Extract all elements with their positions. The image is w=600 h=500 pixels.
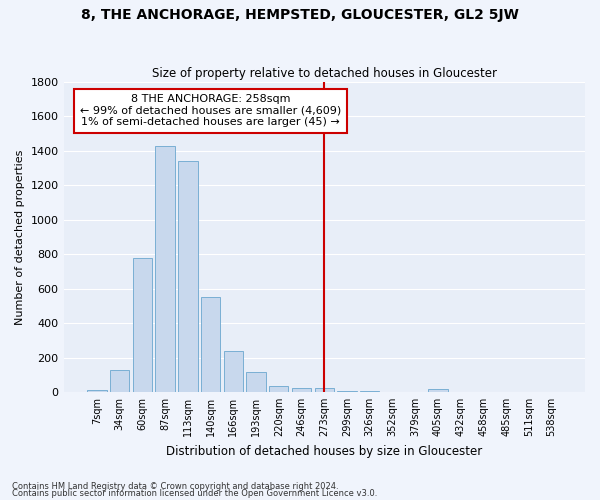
- X-axis label: Distribution of detached houses by size in Gloucester: Distribution of detached houses by size …: [166, 444, 482, 458]
- Bar: [269, 386, 289, 392]
- Bar: [314, 388, 334, 392]
- Bar: [247, 372, 266, 392]
- Bar: [155, 146, 175, 392]
- Bar: [337, 391, 356, 392]
- Y-axis label: Number of detached properties: Number of detached properties: [15, 150, 25, 324]
- Bar: [87, 390, 107, 392]
- Bar: [292, 388, 311, 392]
- Title: Size of property relative to detached houses in Gloucester: Size of property relative to detached ho…: [152, 66, 497, 80]
- Bar: [224, 350, 243, 392]
- Bar: [110, 370, 130, 392]
- Text: Contains HM Land Registry data © Crown copyright and database right 2024.: Contains HM Land Registry data © Crown c…: [12, 482, 338, 491]
- Bar: [201, 297, 220, 392]
- Text: 8 THE ANCHORAGE: 258sqm
← 99% of detached houses are smaller (4,609)
1% of semi-: 8 THE ANCHORAGE: 258sqm ← 99% of detache…: [80, 94, 341, 128]
- Bar: [133, 258, 152, 392]
- Bar: [360, 391, 379, 392]
- Text: Contains public sector information licensed under the Open Government Licence v3: Contains public sector information licen…: [12, 489, 377, 498]
- Text: 8, THE ANCHORAGE, HEMPSTED, GLOUCESTER, GL2 5JW: 8, THE ANCHORAGE, HEMPSTED, GLOUCESTER, …: [81, 8, 519, 22]
- Bar: [428, 390, 448, 392]
- Bar: [178, 161, 197, 392]
